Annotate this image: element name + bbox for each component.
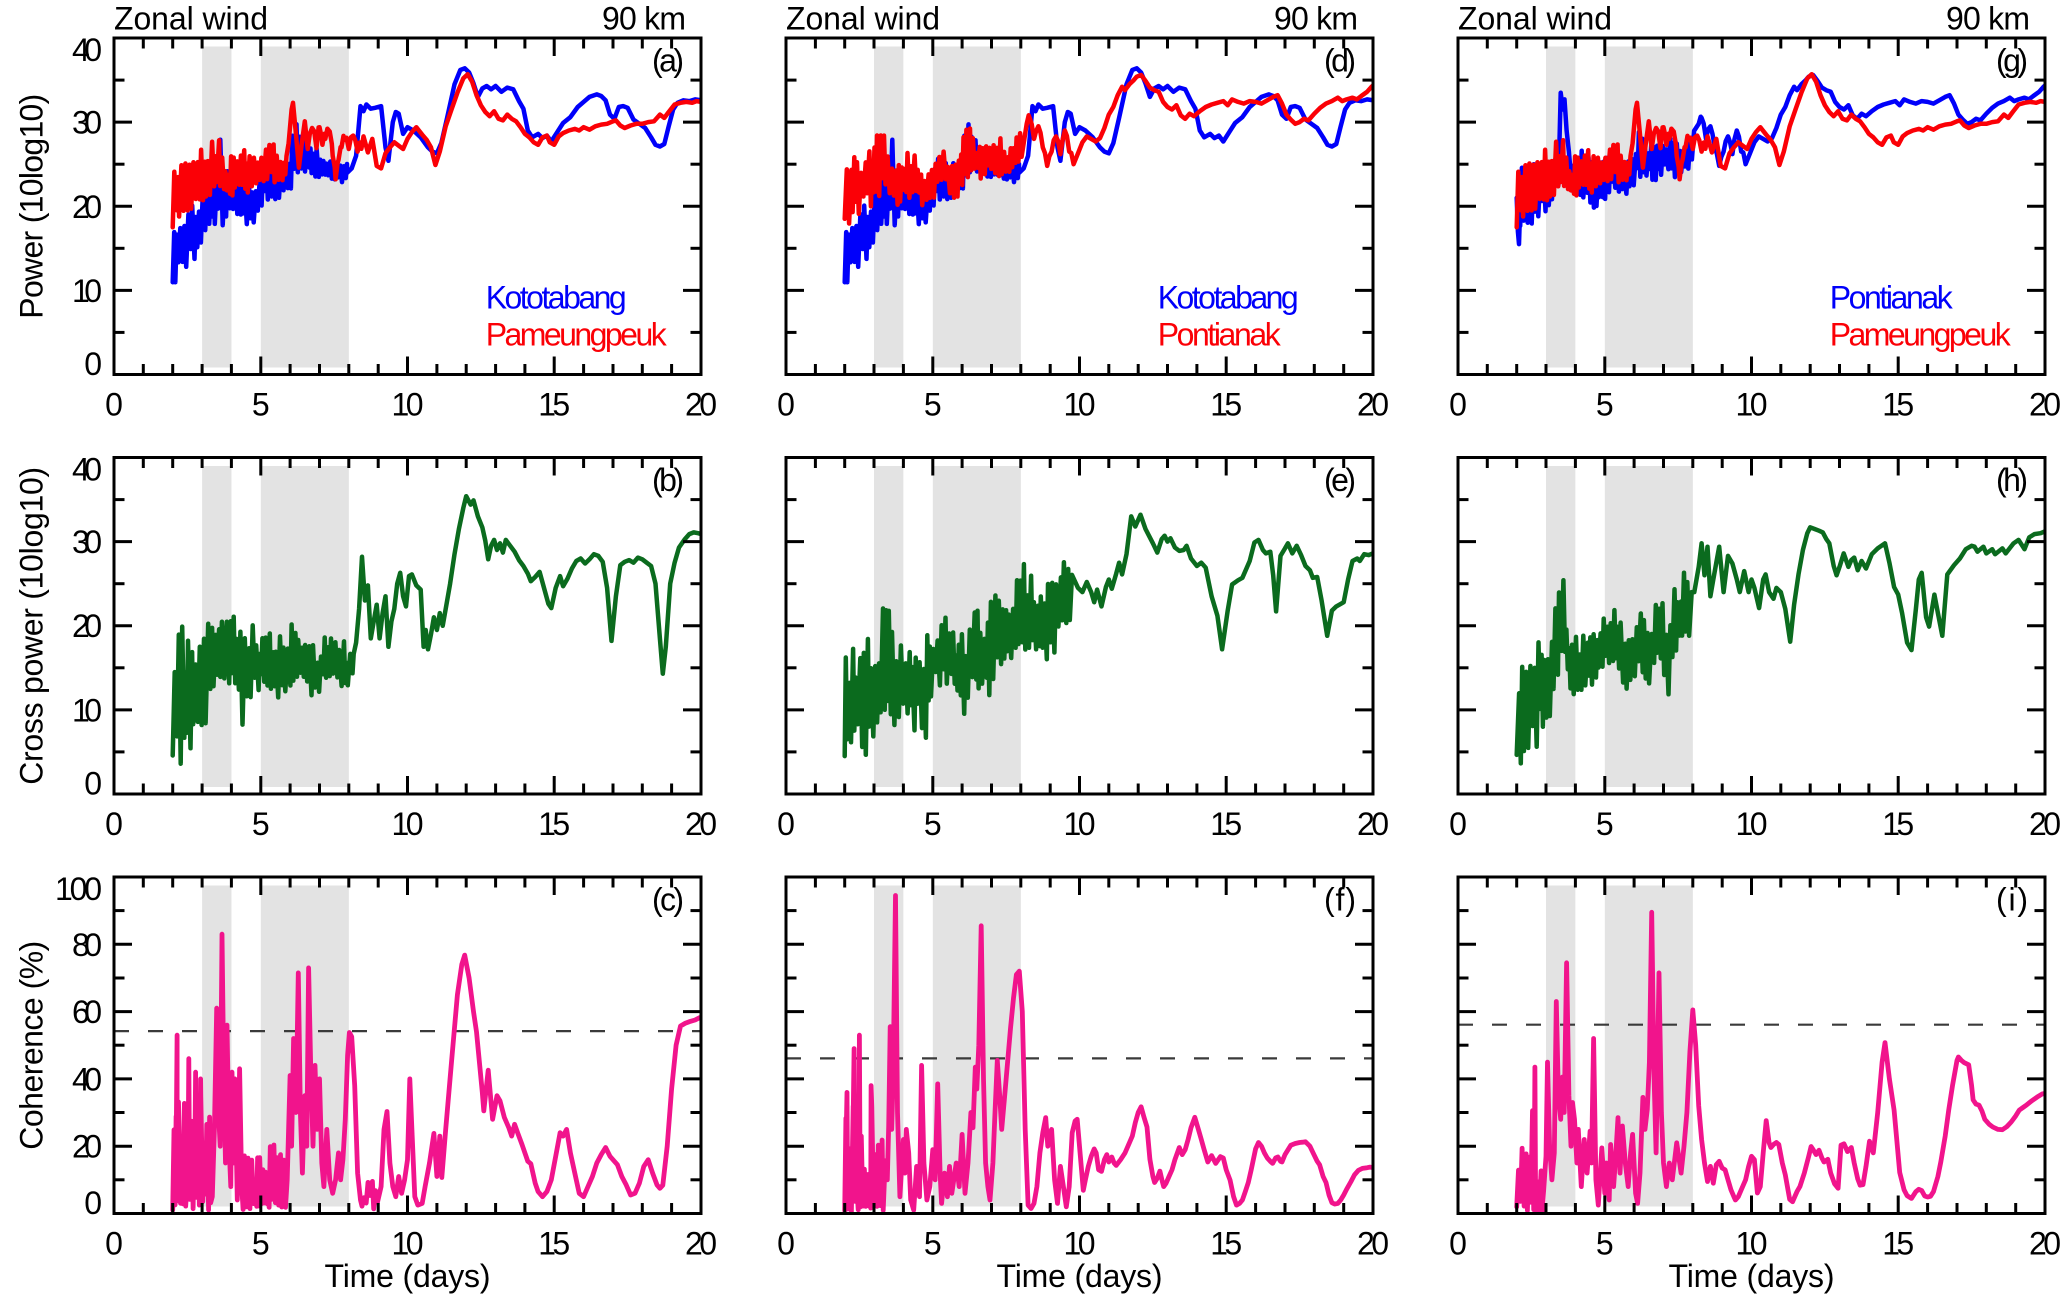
svg-text:10: 10: [1064, 387, 1096, 423]
svg-text:5: 5: [1596, 806, 1614, 842]
svg-text:Pameungpeuk: Pameungpeuk: [1830, 317, 2012, 353]
svg-text:Time (days): Time (days): [325, 1258, 491, 1294]
svg-text:0: 0: [105, 806, 123, 842]
svg-text:15: 15: [1210, 806, 1242, 842]
svg-text:40: 40: [72, 1061, 102, 1097]
svg-text:Pameungpeuk: Pameungpeuk: [486, 317, 668, 353]
svg-text:(i): (i): [1996, 882, 2028, 918]
svg-text:90 km: 90 km: [1946, 1, 2030, 37]
svg-text:Time (days): Time (days): [997, 1258, 1163, 1294]
svg-text:5: 5: [924, 387, 942, 423]
svg-text:10: 10: [392, 387, 424, 423]
svg-text:20: 20: [72, 189, 102, 225]
svg-text:0: 0: [1449, 1226, 1467, 1262]
svg-text:5: 5: [252, 387, 270, 423]
svg-text:15: 15: [538, 806, 570, 842]
svg-text:0: 0: [84, 1185, 102, 1221]
svg-text:20: 20: [1357, 387, 1389, 423]
svg-text:0: 0: [777, 806, 795, 842]
svg-text:40: 40: [72, 32, 102, 68]
svg-text:10: 10: [1736, 387, 1768, 423]
svg-text:0: 0: [1449, 806, 1467, 842]
svg-text:5: 5: [924, 1226, 942, 1262]
svg-text:(e): (e): [1324, 462, 1356, 498]
svg-text:10: 10: [1736, 806, 1768, 842]
svg-text:20: 20: [685, 387, 717, 423]
svg-text:(a): (a): [652, 43, 684, 79]
svg-text:5: 5: [252, 806, 270, 842]
svg-text:(f): (f): [1324, 882, 1356, 918]
svg-text:0: 0: [105, 387, 123, 423]
svg-text:5: 5: [924, 806, 942, 842]
svg-text:5: 5: [1596, 1226, 1614, 1262]
svg-text:Time (days): Time (days): [1669, 1258, 1835, 1294]
svg-text:15: 15: [538, 1226, 570, 1262]
svg-text:10: 10: [72, 273, 102, 309]
svg-text:30: 30: [72, 105, 102, 141]
svg-text:(c): (c): [652, 882, 684, 918]
svg-text:20: 20: [685, 806, 717, 842]
svg-text:100: 100: [55, 871, 102, 907]
svg-text:15: 15: [1882, 387, 1914, 423]
svg-text:5: 5: [252, 1226, 270, 1262]
svg-text:40: 40: [72, 452, 102, 488]
svg-text:20: 20: [2029, 806, 2061, 842]
svg-text:80: 80: [72, 927, 102, 963]
svg-text:60: 60: [72, 994, 102, 1030]
svg-text:15: 15: [538, 387, 570, 423]
svg-text:(h): (h): [1996, 462, 2028, 498]
svg-text:Cross power (10log10): Cross power (10log10): [14, 467, 50, 785]
svg-text:30: 30: [72, 524, 102, 560]
svg-text:Coherence (%): Coherence (%): [14, 941, 50, 1150]
svg-text:15: 15: [1882, 806, 1914, 842]
svg-text:Pontianak: Pontianak: [1830, 280, 1954, 316]
svg-text:20: 20: [2029, 1226, 2061, 1262]
svg-text:15: 15: [1210, 1226, 1242, 1262]
svg-text:(b): (b): [652, 462, 684, 498]
svg-text:0: 0: [1449, 387, 1467, 423]
svg-text:Zonal wind: Zonal wind: [786, 1, 940, 37]
svg-text:0: 0: [84, 766, 102, 802]
svg-text:0: 0: [777, 387, 795, 423]
svg-text:0: 0: [105, 1226, 123, 1262]
svg-text:Kototabang: Kototabang: [486, 280, 627, 316]
svg-text:10: 10: [392, 1226, 424, 1262]
svg-text:10: 10: [72, 692, 102, 728]
svg-text:Pontianak: Pontianak: [1158, 317, 1282, 353]
svg-text:20: 20: [1357, 1226, 1389, 1262]
svg-text:15: 15: [1882, 1226, 1914, 1262]
svg-text:10: 10: [392, 806, 424, 842]
svg-text:Kototabang: Kototabang: [1158, 280, 1299, 316]
svg-text:20: 20: [685, 1226, 717, 1262]
svg-text:15: 15: [1210, 387, 1242, 423]
svg-text:10: 10: [1064, 806, 1096, 842]
svg-text:10: 10: [1064, 1226, 1096, 1262]
svg-text:(g): (g): [1996, 43, 2028, 79]
svg-text:Zonal wind: Zonal wind: [1458, 1, 1612, 37]
svg-text:0: 0: [777, 1226, 795, 1262]
svg-text:90 km: 90 km: [602, 1, 686, 37]
svg-text:Power (10log10): Power (10log10): [14, 94, 50, 319]
svg-text:10: 10: [1736, 1226, 1768, 1262]
svg-text:20: 20: [2029, 387, 2061, 423]
svg-text:(d): (d): [1324, 43, 1356, 79]
svg-text:20: 20: [72, 1129, 102, 1165]
svg-text:Zonal wind: Zonal wind: [114, 1, 268, 37]
svg-text:5: 5: [1596, 387, 1614, 423]
svg-text:20: 20: [72, 608, 102, 644]
svg-text:0: 0: [84, 346, 102, 382]
svg-text:90 km: 90 km: [1274, 1, 1358, 37]
svg-text:20: 20: [1357, 806, 1389, 842]
